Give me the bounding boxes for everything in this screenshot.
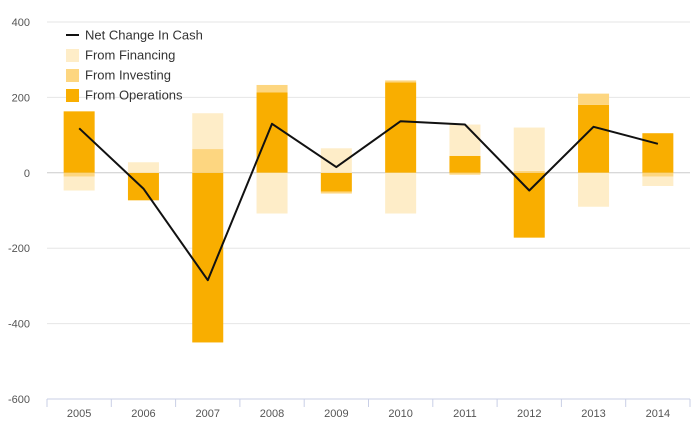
bar-from-investing-2007 bbox=[192, 149, 224, 173]
legend-label-from-financing: From Financing bbox=[85, 48, 175, 63]
x-tick-label: 2014 bbox=[646, 408, 670, 420]
bar-from-financing-2007 bbox=[192, 113, 224, 150]
legend-label-net-change-in-cash: Net Change In Cash bbox=[85, 28, 203, 43]
legend-label-from-operations: From Operations bbox=[85, 88, 183, 103]
bar-from-investing-2013 bbox=[578, 93, 610, 105]
bar-from-operations-2010 bbox=[385, 82, 417, 173]
bar-from-financing-2006 bbox=[127, 162, 159, 173]
y-tick-label: 200 bbox=[12, 92, 30, 104]
y-tick-label: 0 bbox=[24, 168, 30, 180]
legend-swatch-from-operations bbox=[66, 89, 79, 102]
y-axis-ticks: 400 200 0 -200 -400 -600 bbox=[8, 17, 30, 406]
x-tick-label: 2008 bbox=[260, 408, 284, 420]
x-tick-label: 2007 bbox=[196, 408, 220, 420]
x-tick-label: 2009 bbox=[324, 408, 348, 420]
y-tick-label: -200 bbox=[8, 243, 30, 255]
bar-from-investing-2012 bbox=[513, 170, 545, 173]
y-tick-label: -600 bbox=[8, 394, 30, 406]
bar-from-investing-2010 bbox=[385, 80, 417, 83]
y-tick-label: 400 bbox=[12, 17, 30, 29]
legend-label-from-investing: From Investing bbox=[85, 68, 171, 83]
x-tick-label: 2005 bbox=[67, 408, 91, 420]
bar-from-financing-2012 bbox=[513, 127, 545, 171]
bar-from-financing-2014 bbox=[642, 176, 674, 186]
bar-from-operations-2012 bbox=[513, 172, 545, 238]
x-tick-label: 2006 bbox=[131, 408, 155, 420]
bar-from-financing-2013 bbox=[578, 172, 610, 207]
bar-from-financing-2008 bbox=[256, 172, 288, 214]
bar-from-financing-2011 bbox=[449, 124, 481, 156]
legend-swatch-from-investing bbox=[66, 69, 79, 82]
x-tick-label: 2010 bbox=[388, 408, 412, 420]
bar-from-operations-2014 bbox=[642, 133, 674, 173]
bar-from-operations-2007 bbox=[192, 172, 224, 343]
bar-from-investing-2005 bbox=[63, 172, 95, 177]
bar-from-investing-2008 bbox=[256, 84, 288, 93]
y-tick-label: -400 bbox=[8, 319, 30, 331]
bar-from-investing-2009 bbox=[320, 191, 352, 194]
x-tick-label: 2011 bbox=[453, 408, 477, 420]
bar-from-investing-2014 bbox=[642, 172, 674, 177]
bar-from-operations-2006 bbox=[127, 172, 159, 201]
bar-from-operations-2013 bbox=[578, 104, 610, 173]
bar-from-operations-2011 bbox=[449, 155, 481, 173]
bar-from-financing-2005 bbox=[63, 176, 95, 191]
net-change-line-layer bbox=[78, 120, 659, 282]
bar-from-operations-2005 bbox=[63, 111, 95, 173]
x-tick-label: 2013 bbox=[581, 408, 605, 420]
net-change-line bbox=[78, 120, 659, 282]
x-axis: 2005 2006 2007 2008 2009 2010 2011 2012 2013 2014 bbox=[46, 398, 691, 420]
bar-from-operations-2008 bbox=[256, 92, 288, 173]
bar-from-financing-2010 bbox=[385, 172, 417, 214]
x-tick-label: 2012 bbox=[517, 408, 541, 420]
bar-series bbox=[63, 80, 674, 343]
legend: Net Change In Cash From Financing From Inv… bbox=[66, 28, 203, 103]
legend-swatch-from-financing bbox=[66, 49, 79, 62]
bar-from-operations-2009 bbox=[320, 172, 352, 192]
bar-from-investing-2011 bbox=[449, 172, 481, 175]
